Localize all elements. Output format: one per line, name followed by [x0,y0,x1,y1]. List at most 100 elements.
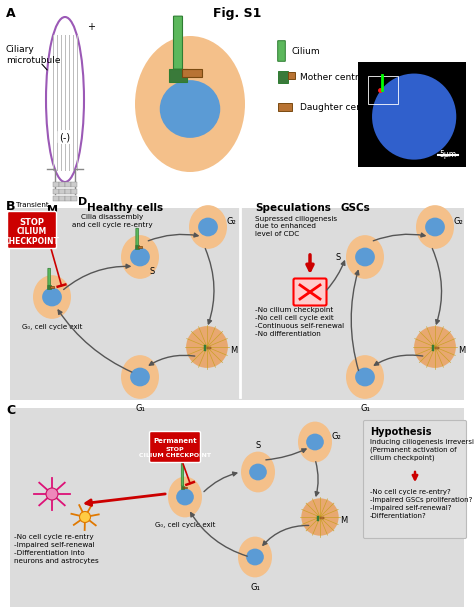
Text: 5μm: 5μm [439,150,456,159]
Text: Permanent: Permanent [153,438,197,444]
Bar [181,486,184,490]
Ellipse shape [425,218,445,236]
Text: B: B [6,200,16,213]
Ellipse shape [238,537,272,577]
Bar [65,189,71,194]
Ellipse shape [80,512,91,523]
Bar [53,189,59,194]
Bar [432,345,434,351]
Bar [53,182,59,187]
FancyBboxPatch shape [181,463,183,486]
Ellipse shape [301,498,339,536]
Text: A: A [6,7,16,20]
Text: Speculations: Speculations [255,203,331,213]
Ellipse shape [130,368,150,386]
FancyBboxPatch shape [136,228,138,245]
Text: S: S [255,441,261,450]
FancyBboxPatch shape [364,420,466,539]
Bar [169,69,187,81]
Ellipse shape [189,205,227,249]
FancyBboxPatch shape [8,212,56,248]
Text: Daughter centriole: Daughter centriole [300,102,386,111]
FancyBboxPatch shape [149,431,201,463]
Bar [50,286,54,288]
Bar [136,245,139,249]
Text: Supressed ciliogenesis
due to enhanced
level of CDC: Supressed ciliogenesis due to enhanced l… [255,216,337,237]
Ellipse shape [298,422,332,463]
Ellipse shape [198,218,218,236]
Ellipse shape [176,488,194,506]
Bar [288,72,295,79]
Ellipse shape [168,477,202,517]
Bar [436,347,439,349]
Text: (-): (-) [59,132,71,142]
Ellipse shape [346,355,384,399]
Ellipse shape [372,73,456,160]
Text: C: C [6,404,15,417]
Text: G₁: G₁ [135,403,145,412]
Bar [47,285,51,289]
Bar [71,182,77,187]
FancyBboxPatch shape [278,41,285,61]
Bar [182,69,201,77]
Text: Hypothesis: Hypothesis [370,427,431,437]
Text: G₀, cell cycle exit: G₀, cell cycle exit [22,324,82,330]
Text: G₂: G₂ [332,433,342,441]
Bar [59,189,65,194]
Ellipse shape [416,205,454,249]
Text: D: D [78,197,88,207]
Bar [278,71,288,83]
FancyBboxPatch shape [293,278,327,305]
FancyBboxPatch shape [173,16,182,69]
Text: Ciliary
microtubule: Ciliary microtubule [6,45,61,65]
Text: Cilia disassembly
and cell cycle re-entry: Cilia disassembly and cell cycle re-entr… [72,214,152,228]
Text: GSCs: GSCs [340,203,370,213]
Ellipse shape [246,548,264,565]
Text: Cilium: Cilium [292,47,320,56]
Bar [183,487,187,488]
Ellipse shape [241,452,275,493]
Bar [71,189,77,194]
Text: Fig. S1: Fig. S1 [213,7,261,20]
Text: G₁: G₁ [360,403,370,412]
Ellipse shape [46,488,58,500]
Ellipse shape [42,288,62,307]
Ellipse shape [160,80,220,138]
Bar [71,196,77,201]
Ellipse shape [135,36,245,172]
Bar [138,246,142,248]
Ellipse shape [414,326,456,368]
Bar [358,62,466,167]
Ellipse shape [130,248,150,266]
Bar [10,408,464,607]
Bar [65,196,71,201]
Text: CILIUM
CHECKPOINT: CILIUM CHECKPOINT [4,227,60,247]
Text: G₂: G₂ [227,217,237,226]
Text: STOP: STOP [19,218,45,227]
Text: M: M [47,205,58,215]
Bar [208,347,211,349]
Ellipse shape [249,464,267,480]
Bar [204,345,206,351]
Ellipse shape [306,433,324,450]
Text: Inducing ciliogenesis irreversibly
(Permanent activation of
cilium checkpoint): Inducing ciliogenesis irreversibly (Perm… [370,439,474,461]
Ellipse shape [46,17,84,182]
Bar [368,76,398,104]
Text: S: S [149,266,155,275]
Text: M: M [230,346,237,356]
Ellipse shape [346,235,384,279]
Text: Mother centriole: Mother centriole [300,72,375,81]
Text: G₁: G₁ [250,583,260,592]
Text: Healthy cells: Healthy cells [87,203,163,213]
Text: S: S [335,253,340,261]
Ellipse shape [121,235,159,279]
Bar [320,517,324,519]
Text: G₀, cell cycle exit: G₀, cell cycle exit [155,523,215,529]
Bar [59,182,65,187]
Bar [65,182,71,187]
Ellipse shape [355,368,375,386]
Ellipse shape [121,355,159,399]
Text: +: + [87,22,95,32]
Text: G₂: G₂ [454,217,464,226]
Text: -No cilium checkpoint
-No cell cell cycle exit
-Continuous self-renewal
-No diff: -No cilium checkpoint -No cell cell cycl… [255,307,344,337]
